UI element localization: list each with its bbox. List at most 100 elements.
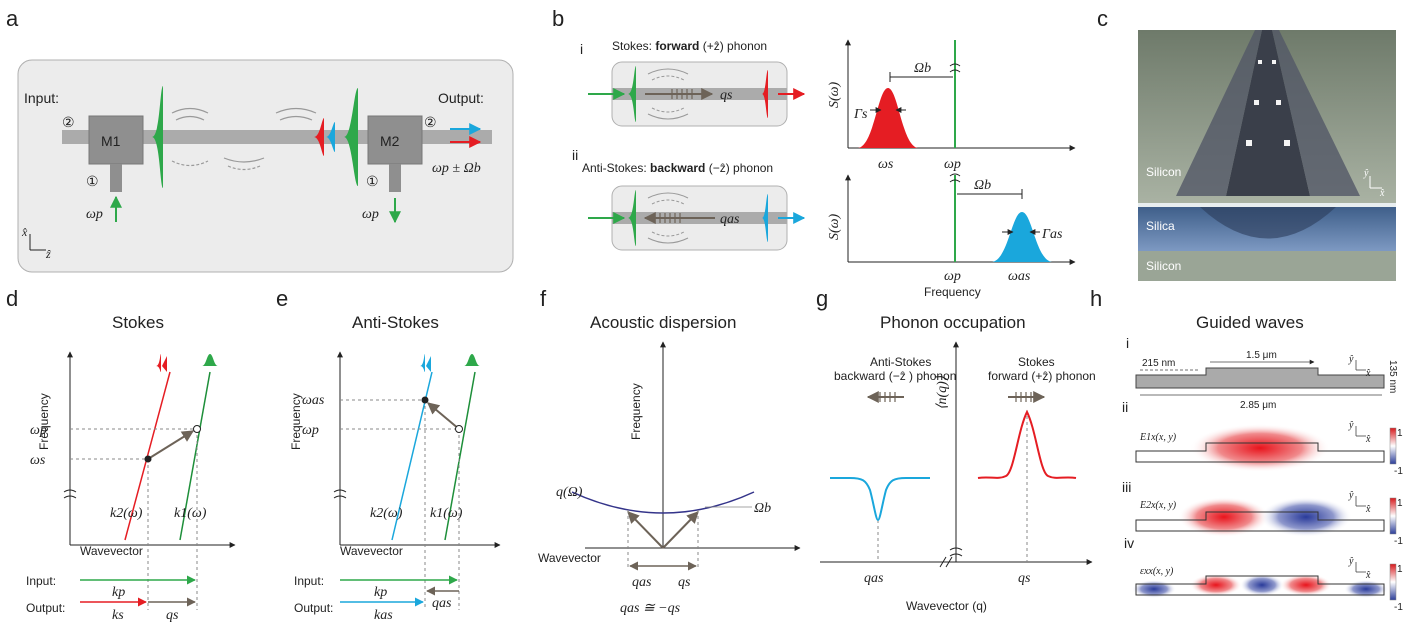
g-anti-1: Anti-Stokes	[870, 355, 931, 369]
f-omega-b: Ωb	[754, 501, 771, 516]
pump-pulse-icon	[152, 86, 163, 188]
m2-port-2: ②	[424, 114, 437, 130]
m1-port-2: ②	[62, 114, 75, 130]
h-e1-label: E1x(x, y)	[1139, 432, 1177, 443]
anti-pump-pulse-icon	[628, 190, 636, 246]
panel-e: Anti-Stokes Frequency Wavevector ωas ωp …	[289, 313, 501, 623]
anti-pulse-b-icon	[762, 194, 768, 242]
spec-i-axis-break-icon	[949, 63, 961, 73]
h-ii-label: ii	[1122, 399, 1128, 415]
h-dim-15: 1.5 μm	[1246, 350, 1277, 361]
f-q-omega: q(Ω)	[556, 485, 583, 500]
g-stokes-peak	[977, 409, 1077, 479]
output-frequency: ωp ± Ωb	[432, 161, 481, 176]
d-input: Input:	[26, 574, 56, 588]
e-k2-label: k2(ω)	[370, 506, 403, 521]
h-e2-field-lobe-red	[1178, 497, 1270, 537]
spec-ii-omega-b: Ωb	[974, 178, 991, 193]
h-cross-section	[1135, 367, 1385, 389]
h-mini-axes	[1355, 360, 1366, 573]
e-kp: kp	[374, 585, 387, 600]
spec-ii-axis-break-icon	[949, 173, 961, 183]
h-iv-label: iv	[1124, 535, 1134, 551]
panel-label-c: c	[1097, 6, 1108, 31]
axis-z-label: ẑ	[45, 247, 51, 261]
d-axis-break-icon	[63, 489, 77, 499]
spec-i-omega-p: ωp	[944, 157, 961, 172]
h-dim-285: 2.85 μm	[1240, 400, 1276, 411]
panel-g: Phonon occupation ⟨n(q)⟩ Anti-Stokes bac…	[820, 313, 1096, 613]
h-axis-x-iv: x̂	[1365, 570, 1371, 581]
h-iii-label: iii	[1122, 479, 1131, 495]
e-k1-label: k1(ω)	[430, 506, 463, 521]
panel-label-g: g	[816, 286, 828, 311]
d-k1-line	[179, 371, 211, 541]
h-e2-outline	[1135, 511, 1385, 532]
h-colorbar-iv	[1389, 563, 1397, 601]
mode-converter-m2	[367, 115, 423, 165]
panel-label-e: e	[276, 286, 288, 311]
d-phonon-vector	[147, 430, 195, 460]
anti-phonon-ticks	[659, 213, 681, 223]
f-title: Acoustic dispersion	[590, 313, 736, 332]
h-dim-135: 135 nm	[1387, 360, 1398, 393]
m1-port-stub	[110, 164, 122, 192]
e-xlabel: Wavevector	[340, 544, 403, 558]
f-relation: qas ≅ −qs	[620, 601, 681, 616]
spec-ii-omega-as: ωas	[1008, 269, 1031, 284]
h-i-label: i	[1126, 335, 1129, 351]
omega-p-out: ωp	[362, 207, 379, 222]
omega-p-in: ωp	[86, 207, 103, 222]
input-label: Input:	[24, 90, 59, 106]
e-kas: kas	[374, 608, 393, 623]
panel-label-f: f	[540, 286, 547, 311]
top-interface	[1138, 203, 1396, 207]
c-silica: Silica	[1146, 219, 1175, 233]
h-e1-field-lobe	[1190, 424, 1330, 472]
b-q-as: qas	[720, 212, 740, 227]
undercut-region	[1200, 207, 1336, 239]
anti-stokes-title: Anti-Stokes: backward (−ẑ) phonon	[582, 161, 773, 175]
waveguide-slope-left	[1176, 30, 1262, 196]
pump-pulse-out-icon	[344, 88, 358, 186]
f-q-s: qs	[678, 575, 691, 590]
f-qs-vector	[662, 511, 699, 549]
h-cb-iv-max: 1	[1397, 564, 1403, 575]
b-ii-label: ii	[572, 147, 578, 163]
c-axis-y: ŷ	[1363, 168, 1369, 179]
c-silicon-bottom: Silicon	[1146, 259, 1181, 273]
e-omega-p: ωp	[302, 423, 319, 438]
d-omega-s: ωs	[30, 453, 46, 468]
g-q-s: qs	[1018, 571, 1031, 586]
d-omega-p: ωp	[30, 423, 47, 438]
d-title: Stokes	[112, 313, 164, 332]
silicon-substrate	[1138, 251, 1396, 281]
b-i-label: i	[580, 41, 583, 57]
panel-d: Stokes Frequency Wavevector ωp ωs k2(ω) …	[26, 313, 236, 623]
output-label: Output:	[438, 90, 484, 106]
e-qas: qas	[432, 596, 452, 611]
e-pump-pulse-icon	[464, 354, 480, 366]
h-cb-ii-min: -1	[1394, 466, 1403, 477]
g-title: Phonon occupation	[880, 313, 1026, 332]
h-axis-x-i: x̂	[1365, 368, 1371, 379]
g-y-break-icon	[949, 547, 963, 557]
gamma-as: Γas	[1041, 227, 1063, 242]
panel-b: i ii Stokes: forward (+ẑ) phonon Anti-St…	[572, 39, 1076, 299]
gamma-s: Γs	[853, 107, 868, 122]
stokes-title: Stokes: forward (+ẑ) phonon	[612, 39, 767, 53]
h-cb-iii-min: -1	[1394, 536, 1403, 547]
m2-port-stub	[389, 164, 401, 192]
spec-i-omega-b: Ωb	[914, 61, 931, 76]
panel-a: M1 M2 Input: Output: ② ② ① ① ωp ωp ωp ± …	[17, 59, 514, 273]
d-k1-label: k1(ω)	[174, 506, 207, 521]
spec-ii-xlabel: Frequency	[924, 285, 981, 299]
d-output: Output:	[26, 601, 65, 615]
h-eps-outline	[1135, 575, 1385, 596]
d-stokes-pulse-icon	[156, 354, 167, 372]
f-qas-vector	[627, 511, 664, 549]
e-title: Anti-Stokes	[352, 313, 439, 332]
stokes-pulse-icon	[314, 118, 324, 156]
spec-i-ylabel: S(ω)	[827, 81, 842, 108]
phonon-ripple-icon	[171, 107, 317, 171]
